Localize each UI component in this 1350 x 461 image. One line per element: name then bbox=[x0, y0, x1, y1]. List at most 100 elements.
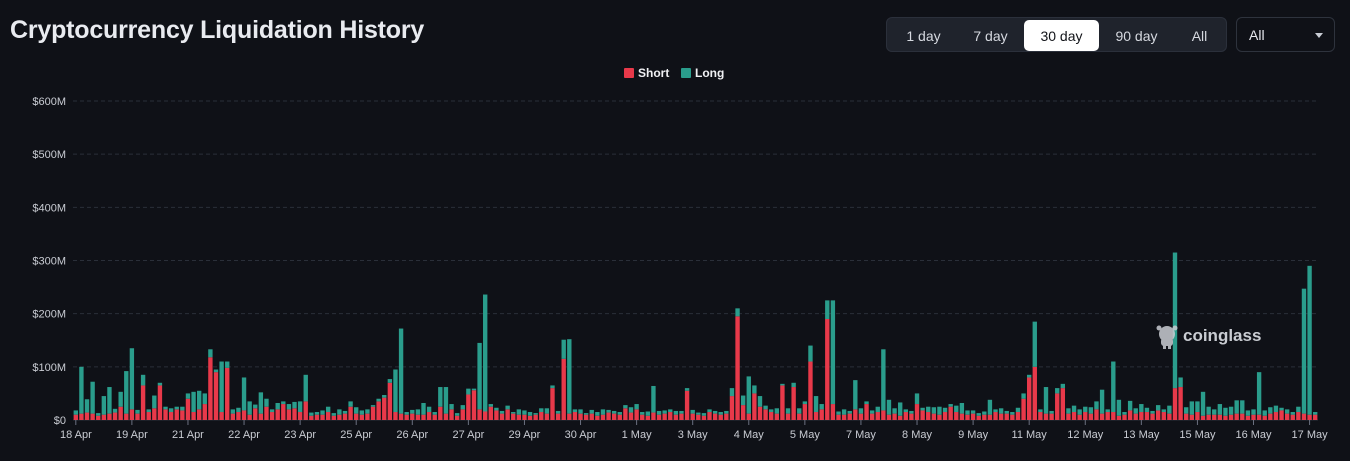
bar-short bbox=[1240, 413, 1245, 420]
x-tick-label: 19 Apr bbox=[116, 429, 148, 441]
bar-long bbox=[247, 401, 252, 415]
bar-long bbox=[746, 376, 751, 414]
bar-short bbox=[426, 412, 432, 420]
bar-long bbox=[1161, 409, 1166, 413]
bar-long bbox=[1206, 406, 1211, 415]
range-90-day-button[interactable]: 90 day bbox=[1099, 20, 1174, 51]
bar-short bbox=[1273, 412, 1279, 420]
bar-long bbox=[920, 407, 925, 411]
bar-long bbox=[387, 379, 393, 383]
bar-long bbox=[729, 388, 735, 397]
bar-short bbox=[1279, 410, 1284, 420]
bar-long bbox=[869, 410, 875, 414]
bar-long bbox=[797, 408, 802, 414]
bar-short bbox=[1111, 412, 1116, 420]
x-tick-label: 23 Apr bbox=[284, 429, 316, 441]
bar-long bbox=[1268, 407, 1273, 414]
bar-long bbox=[1240, 400, 1245, 414]
bar-long bbox=[370, 405, 376, 407]
bar-long bbox=[1150, 410, 1155, 414]
bar-short bbox=[1290, 414, 1295, 420]
y-tick-label: $400M bbox=[32, 202, 66, 214]
bar-long bbox=[443, 387, 449, 414]
bar-long bbox=[886, 399, 892, 415]
bar-short bbox=[499, 413, 505, 420]
range-7-day-button[interactable]: 7 day bbox=[957, 20, 1024, 51]
range-1-day-button[interactable]: 1 day bbox=[890, 20, 957, 51]
bar-long bbox=[1313, 412, 1318, 415]
bar-short bbox=[1038, 412, 1043, 420]
x-tick-label: 25 Apr bbox=[340, 429, 372, 441]
x-tick-label: 16 May bbox=[1235, 429, 1272, 441]
bar-long bbox=[578, 409, 583, 414]
bar-short bbox=[539, 412, 544, 420]
bar-long bbox=[1262, 410, 1267, 416]
bar-short bbox=[954, 412, 959, 420]
bar-long bbox=[544, 408, 550, 414]
bar-long bbox=[180, 406, 185, 411]
bar-short bbox=[1178, 387, 1183, 420]
bar-short bbox=[1228, 414, 1234, 420]
bar-long bbox=[432, 412, 437, 415]
bar-short bbox=[1172, 388, 1178, 420]
bar-short bbox=[1251, 414, 1256, 420]
bar-long bbox=[819, 404, 824, 410]
bar-long bbox=[1111, 361, 1116, 413]
symbol-select[interactable]: All bbox=[1236, 17, 1335, 52]
bar-short bbox=[325, 412, 331, 420]
bar-long bbox=[965, 410, 970, 415]
bar-short bbox=[84, 412, 90, 420]
bar-short bbox=[258, 413, 264, 420]
y-tick-label: $500M bbox=[32, 149, 66, 161]
bar-long bbox=[516, 409, 522, 415]
bar-long bbox=[1234, 400, 1239, 414]
bar-long bbox=[612, 410, 617, 414]
bar-short bbox=[152, 408, 157, 420]
bar-short bbox=[612, 413, 617, 420]
bar-long bbox=[707, 409, 712, 413]
bar-short bbox=[118, 406, 123, 420]
bar-long bbox=[376, 398, 381, 402]
bar-short bbox=[1099, 413, 1105, 420]
legend-label-long: Long bbox=[695, 66, 724, 80]
range-30-day-button[interactable]: 30 day bbox=[1024, 20, 1099, 51]
bar-short bbox=[931, 413, 937, 420]
bar-short bbox=[892, 413, 897, 420]
legend-swatch-short bbox=[624, 68, 634, 78]
bar-long bbox=[421, 402, 426, 415]
bar-short bbox=[225, 367, 230, 420]
bar-long bbox=[1172, 252, 1178, 389]
x-tick-label: 17 May bbox=[1292, 429, 1329, 441]
bar-short bbox=[219, 412, 224, 420]
bar-short bbox=[679, 413, 684, 420]
bar-short bbox=[1245, 415, 1251, 420]
bar-short bbox=[970, 413, 976, 420]
bar-short bbox=[124, 413, 129, 420]
bar-long bbox=[140, 374, 146, 386]
bar-long bbox=[1043, 387, 1049, 414]
bar-long bbox=[522, 410, 527, 415]
legend-label-short: Short bbox=[638, 66, 669, 80]
bar-short bbox=[1094, 409, 1099, 420]
bar-long bbox=[937, 406, 942, 415]
bar-short bbox=[1066, 413, 1071, 420]
bar-short bbox=[466, 394, 471, 420]
bar-long bbox=[752, 385, 757, 394]
bar-short bbox=[1021, 398, 1026, 420]
bar-long bbox=[365, 409, 370, 414]
bar-long bbox=[926, 406, 931, 413]
range-all-button[interactable]: All bbox=[1174, 20, 1225, 51]
bar-short bbox=[718, 414, 723, 420]
bar-short bbox=[1049, 413, 1054, 420]
bar-long bbox=[135, 409, 140, 414]
bar-long bbox=[1139, 404, 1144, 413]
bar-short bbox=[836, 414, 841, 420]
bar-short bbox=[533, 414, 538, 420]
bar-long bbox=[931, 407, 937, 414]
bar-long bbox=[628, 407, 634, 413]
bar-short bbox=[572, 412, 578, 420]
bar-long bbox=[483, 294, 488, 412]
bar-short bbox=[505, 409, 510, 420]
bar-long bbox=[1055, 388, 1060, 394]
bar-long bbox=[825, 300, 830, 319]
